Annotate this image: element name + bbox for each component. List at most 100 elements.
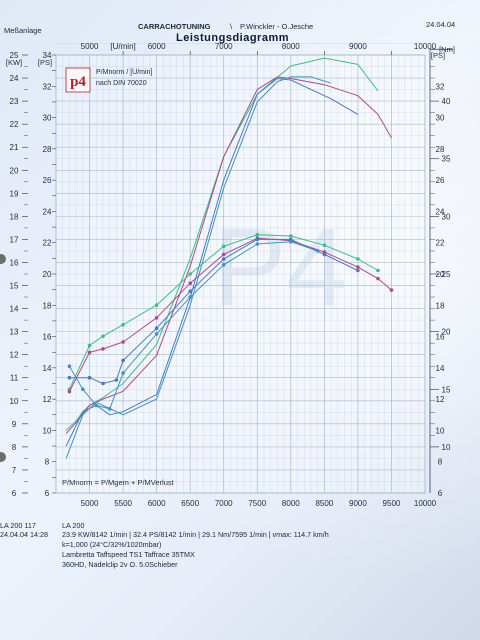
ps-tick-label: 28 xyxy=(43,145,52,154)
kw-tick-label: 19 xyxy=(10,189,19,198)
torque-point-cyan xyxy=(188,295,192,299)
x-bottom-minor-label: 6500 xyxy=(181,499,199,508)
nm-axis-frame xyxy=(429,48,453,493)
ps-right-tick-label: 14 xyxy=(436,364,445,373)
ps-right-tick-label: 6 xyxy=(438,489,443,498)
kw-tick-label: 6 xyxy=(12,489,17,498)
x-bottom-tick-label: 5000 xyxy=(81,499,99,508)
torque-point-blue xyxy=(356,268,360,273)
torque-point-cyan xyxy=(255,242,260,246)
torque-point-purple xyxy=(67,389,72,394)
x-bottom-tick-label: 7000 xyxy=(215,499,233,508)
legend-note-line2: nach DIN 70020 xyxy=(96,80,147,87)
torque-curve-green xyxy=(68,234,379,390)
nm-tick-label: 40 xyxy=(442,97,451,106)
x-bottom-minor-label: 8500 xyxy=(315,499,333,508)
kw-tick-label: 13 xyxy=(10,328,19,337)
ps-right-tick-label: 16 xyxy=(436,333,445,342)
ps-right-tick-label: 12 xyxy=(436,395,445,404)
torque-point-cyan xyxy=(81,387,85,392)
kw-tick-label: 16 xyxy=(10,258,19,267)
legend-note-line1: P/Mnorm / [U/min] xyxy=(96,69,152,76)
torque-point-purple xyxy=(221,252,226,257)
kw-tick-label: 10 xyxy=(10,397,19,406)
kw-tick-label: 18 xyxy=(10,212,19,221)
torque-point-blue xyxy=(101,381,105,386)
nm-axis-label: [Nm] xyxy=(439,45,455,54)
torque-point-purple xyxy=(121,340,125,344)
x-top-tick-label: 7000 xyxy=(215,42,233,51)
torque-point-cyan xyxy=(221,263,226,267)
nm-tick-label: 10 xyxy=(442,443,451,452)
torque-point-green xyxy=(322,243,327,247)
torque-point-blue xyxy=(67,375,72,380)
torque-point-purple xyxy=(356,265,360,269)
torque-point-purple xyxy=(154,316,159,320)
ps-right-tick-label: 32 xyxy=(436,82,445,91)
torque-point-cyan xyxy=(315,249,320,253)
formula-note: P/Mnorm = P/Mgem + P/MVerlust xyxy=(62,478,175,487)
kw-tick-label: 11 xyxy=(10,374,19,383)
header-separator: \ xyxy=(230,22,233,31)
torque-point-cyan xyxy=(107,407,112,411)
nm-tick-label: 20 xyxy=(442,328,451,337)
ps-right-tick-label: 28 xyxy=(436,145,445,154)
x-bottom-tick-label: 8000 xyxy=(282,499,300,508)
torque-point-blue xyxy=(121,358,125,363)
ps-tick-label: 12 xyxy=(43,395,52,404)
x-top-tick-label: 10000 xyxy=(414,42,437,51)
x-bottom-tick-label: 10000 xyxy=(414,499,437,508)
torque-point-blue xyxy=(154,326,159,331)
torque-point-green xyxy=(255,233,260,237)
ps-tick-label: 30 xyxy=(43,114,52,123)
x-bottom-minor-label: 7500 xyxy=(248,499,266,508)
torque-point-green xyxy=(87,343,92,348)
nm-tick-label: 25 xyxy=(442,270,451,279)
torque-point-blue xyxy=(188,289,192,294)
x-bottom-tick-label: 9000 xyxy=(349,499,367,508)
torque-point-purple xyxy=(101,347,105,351)
torque-point-purple xyxy=(188,281,192,286)
torque-point-blue xyxy=(87,375,92,380)
nm-tick-label: 35 xyxy=(442,155,451,164)
x-top-tick-label: 8000 xyxy=(282,42,300,51)
torque-point-green xyxy=(221,244,226,249)
ps-right-tick-label: 20 xyxy=(436,270,445,279)
ps-tick-label: 8 xyxy=(45,458,50,467)
footer-conditions: k=1,000 (24°C/32%/1020mbar) xyxy=(62,540,162,549)
torque-point-purple xyxy=(87,350,92,355)
torque-curve-blue xyxy=(69,238,359,384)
ps-tick-label: 18 xyxy=(43,301,52,310)
torque-point-green xyxy=(121,322,125,327)
footer-left-id: LA 200 117 xyxy=(0,521,36,530)
punch-hole-bottom xyxy=(0,452,6,462)
torque-point-blue xyxy=(322,252,327,257)
kw-tick-label: 17 xyxy=(10,235,19,244)
torque-point-green xyxy=(154,303,159,307)
ps-tick-label: 20 xyxy=(43,270,52,279)
torque-point-blue xyxy=(255,237,260,242)
punch-hole-top xyxy=(0,254,6,264)
kw-tick-label: 25 xyxy=(10,51,19,60)
x-top-tick-label: 6000 xyxy=(148,42,166,51)
x-top-unit-label: [U/min] xyxy=(110,42,135,51)
torque-point-cyan xyxy=(154,332,159,336)
torque-point-green xyxy=(289,234,293,238)
x-top-tick-label: 5000 xyxy=(81,42,99,51)
power-curve-blue xyxy=(65,78,359,447)
x-bottom-tick-label: 6000 xyxy=(148,499,166,508)
ps-tick-label: 6 xyxy=(45,489,50,498)
ps-tick-label: 34 xyxy=(43,51,52,60)
kw-tick-label: 23 xyxy=(10,97,19,106)
kw-tick-label: 14 xyxy=(10,305,19,314)
kw-tick-label: 22 xyxy=(10,120,19,129)
torque-point-cyan xyxy=(67,364,72,369)
ps-tick-label: 14 xyxy=(43,364,52,373)
kw-tick-label: 15 xyxy=(10,282,19,291)
x-bottom-minor-label: 9500 xyxy=(383,499,401,508)
kw-tick-label: 7 xyxy=(12,466,17,475)
torque-point-blue xyxy=(114,378,119,382)
ps-right-tick-label: 30 xyxy=(436,114,445,123)
p4-logo-icon: p4 xyxy=(70,74,86,90)
